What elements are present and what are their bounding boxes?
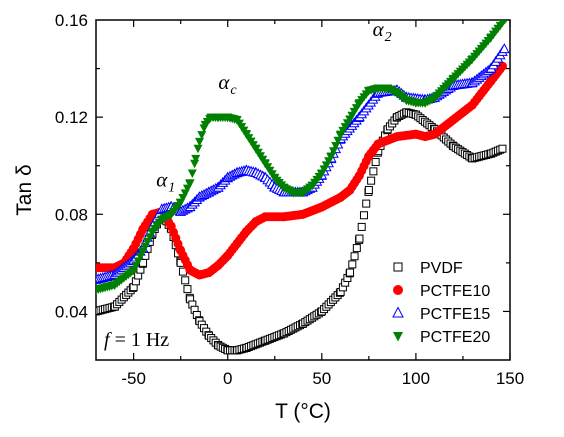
- data-point: [367, 176, 376, 185]
- data-point: [193, 144, 203, 154]
- x-tick-label: 150: [496, 369, 524, 388]
- legend-item: PCTFE15: [392, 306, 490, 323]
- data-point: [499, 43, 510, 54]
- data-series: [96, 20, 510, 355]
- frequency-symbol: f: [104, 329, 112, 351]
- y-tick-label: 0.12: [55, 108, 88, 127]
- series-pvdf: [96, 108, 507, 355]
- peak-label-subscript: 1: [168, 180, 175, 195]
- legend-item: PVDF: [393, 260, 463, 277]
- y-tick-label: 0.04: [55, 302, 88, 321]
- legend-label: PCTFE10: [420, 283, 490, 300]
- x-axis-label: T (°C): [275, 400, 331, 423]
- x-tick-label: 100: [402, 369, 430, 388]
- data-point: [346, 268, 355, 277]
- peak-label: α2: [373, 17, 392, 45]
- data-point: [197, 131, 207, 140]
- data-point: [190, 159, 200, 169]
- peak-label: α1: [156, 167, 175, 195]
- x-tick-label: 50: [312, 369, 331, 388]
- legend: PVDF PCTFE10 PCTFE15 PCTFE20: [392, 260, 490, 346]
- y-tick-label: 0.16: [55, 11, 88, 30]
- data-point: [498, 144, 507, 153]
- plot-frame: [95, 19, 511, 361]
- legend-marker: [393, 285, 403, 295]
- peak-annotations: α1 αc α2: [156, 17, 391, 196]
- data-point: [352, 244, 361, 253]
- axis-ticks: [96, 20, 511, 360]
- legend-item: PCTFE10: [393, 283, 490, 300]
- data-point: [187, 169, 197, 178]
- data-point: [350, 252, 359, 261]
- frequency-value: = 1 Hz: [110, 329, 170, 351]
- data-point: [357, 222, 366, 231]
- axis-tick-labels: -50 0 50 100 150 0.04 0.08 0.12 0.16: [55, 11, 524, 388]
- peak-label-subscript: c: [230, 83, 237, 98]
- series-pctfe20: [96, 20, 508, 295]
- series-pctfe10: [96, 61, 507, 280]
- series-pctfe15: [96, 43, 510, 284]
- data-point: [359, 211, 368, 220]
- legend-label: PCTFE20: [420, 329, 490, 346]
- peak-label: αc: [218, 70, 237, 98]
- data-point: [191, 154, 201, 164]
- frequency-label: f = 1 Hz: [104, 329, 169, 351]
- data-point: [369, 167, 378, 176]
- data-point: [348, 260, 357, 269]
- x-tick-label: 0: [223, 369, 232, 388]
- legend-marker: [392, 306, 404, 318]
- legend-label: PCTFE15: [420, 306, 490, 323]
- x-tick-label: -50: [121, 369, 146, 388]
- y-tick-label: 0.08: [55, 205, 88, 224]
- data-point: [497, 61, 507, 71]
- data-point: [195, 137, 204, 147]
- data-point: [371, 158, 380, 167]
- data-point: [185, 179, 195, 188]
- legend-label: PVDF: [420, 260, 463, 277]
- data-point: [183, 285, 192, 294]
- data-point: [355, 234, 364, 243]
- data-point: [364, 186, 373, 194]
- data-point: [504, 20, 508, 23]
- legend-item: PCTFE20: [393, 329, 490, 346]
- data-point: [181, 276, 190, 285]
- legend-marker: [393, 262, 403, 272]
- legend-marker: [393, 332, 403, 342]
- y-axis-label: Tan δ: [13, 164, 36, 215]
- data-point: [362, 199, 371, 208]
- peak-label-subscript: 2: [385, 30, 392, 45]
